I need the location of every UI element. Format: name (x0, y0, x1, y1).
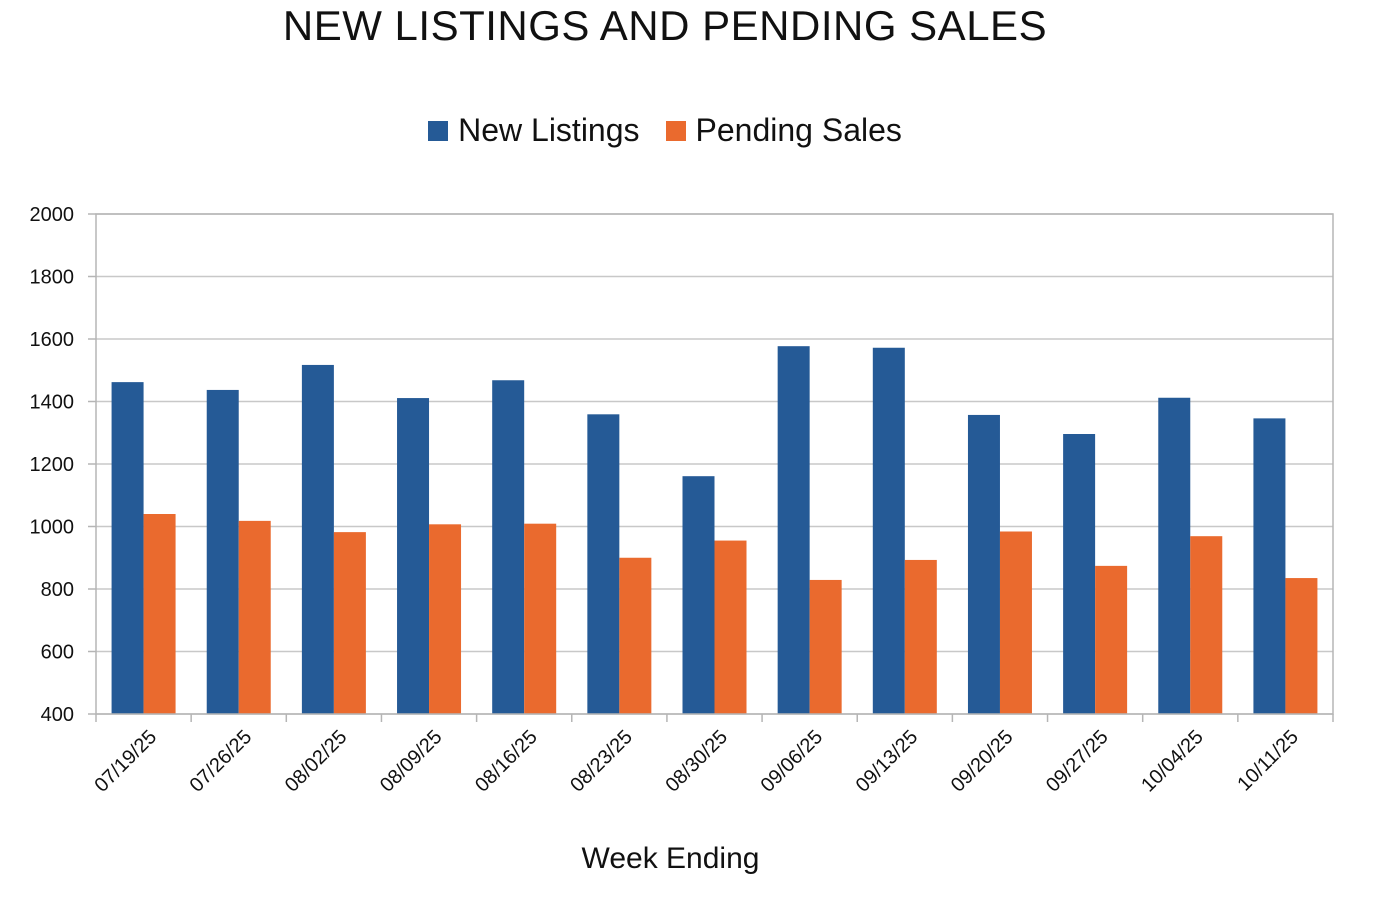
y-tick-label: 600 (41, 642, 74, 664)
bar-new-listings (1158, 397, 1191, 714)
bar-new-listings (587, 414, 620, 714)
y-tick-label: 800 (41, 579, 74, 601)
legend-label-new-listings: New Listings (458, 112, 640, 148)
x-tick-label: 08/16/25 (471, 726, 542, 797)
bar-pending-sales (809, 579, 842, 714)
legend-item-new-listings: New Listings (428, 112, 640, 149)
x-tick-label: 08/23/25 (566, 726, 637, 797)
x-tick-label: 08/30/25 (661, 726, 732, 797)
bar-pending-sales (619, 557, 652, 714)
y-tick-label: 400 (41, 704, 74, 726)
bar-pending-sales (238, 520, 271, 714)
bar-new-listings (967, 414, 1000, 714)
legend-swatch-pending-sales (665, 120, 686, 141)
bar-new-listings (1253, 418, 1286, 714)
x-tick-label: 09/20/25 (947, 726, 1018, 797)
bar-pending-sales (904, 559, 937, 714)
x-tick-label: 08/09/25 (376, 726, 447, 797)
x-tick-label: 08/02/25 (281, 726, 352, 797)
legend-swatch-new-listings (428, 120, 449, 141)
y-tick-label: 1600 (30, 329, 75, 351)
x-tick-label: 10/11/25 (1233, 726, 1303, 796)
y-tick-label: 2000 (30, 204, 75, 226)
bar-new-listings (397, 398, 430, 714)
bar-new-listings (777, 346, 810, 714)
bar-new-listings (872, 347, 905, 714)
y-tick-label: 1200 (30, 454, 75, 476)
bar-pending-sales (524, 523, 557, 714)
bar-new-listings (206, 389, 239, 714)
bar-new-listings (111, 382, 144, 714)
x-tick-label: 07/26/25 (186, 726, 257, 797)
y-tick-label: 1400 (30, 392, 75, 414)
x-tick-label: 09/13/25 (852, 726, 923, 797)
legend-label-pending-sales: Pending Sales (695, 112, 902, 148)
x-axis-ticks: 07/19/25 07/26/25 08/02/25 08/09/25 08/16/25… (91, 714, 1334, 797)
bars (111, 346, 1318, 714)
bar-new-listings (1063, 434, 1096, 714)
x-tick-label: 09/06/25 (757, 726, 828, 797)
x-tick-label: 07/19/25 (91, 726, 162, 797)
bar-pending-sales (1285, 578, 1318, 714)
bar-pending-sales (429, 524, 462, 714)
x-axis-label: Week Ending (582, 842, 760, 875)
bar-new-listings (492, 380, 525, 714)
bar-new-listings (682, 476, 715, 714)
bar-pending-sales (1095, 565, 1128, 714)
bar-pending-sales (333, 532, 366, 714)
bar-pending-sales (143, 514, 176, 714)
legend-item-pending-sales: Pending Sales (665, 112, 902, 149)
bar-pending-sales (999, 531, 1032, 714)
chart-title: NEW LISTINGS AND PENDING SALES (282, 2, 1048, 49)
bar-new-listings (301, 364, 334, 714)
x-tick-label: 09/27/25 (1042, 726, 1113, 797)
bar-pending-sales (714, 540, 747, 714)
x-tick-label: 10/04/25 (1137, 726, 1208, 797)
y-axis-ticks: 400 600 800 1000 1200 1400 1600 1800 2000 (30, 204, 96, 726)
chart-legend: New Listings Pending Sales (0, 112, 1330, 149)
bar-pending-sales (1190, 536, 1223, 714)
y-tick-label: 1800 (30, 267, 75, 289)
y-tick-label: 1000 (30, 517, 75, 539)
